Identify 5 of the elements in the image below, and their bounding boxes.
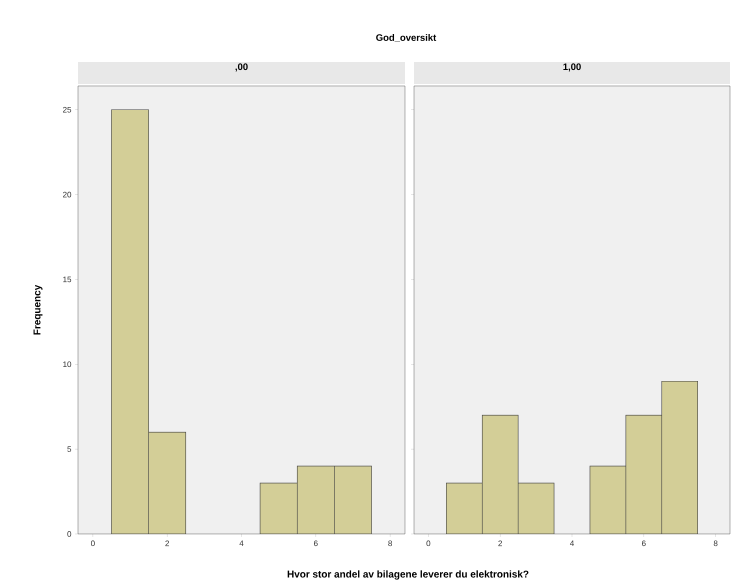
x-axis-title: Hvor stor andel av bilagene leverer du elektronisk? bbox=[288, 570, 528, 580]
y-axis-title: Frequency bbox=[34, 284, 42, 335]
chart-title: ,00 bbox=[236, 63, 248, 72]
chart-title: 1,00 bbox=[563, 63, 581, 72]
text: God_oversikt bbox=[376, 34, 436, 42]
